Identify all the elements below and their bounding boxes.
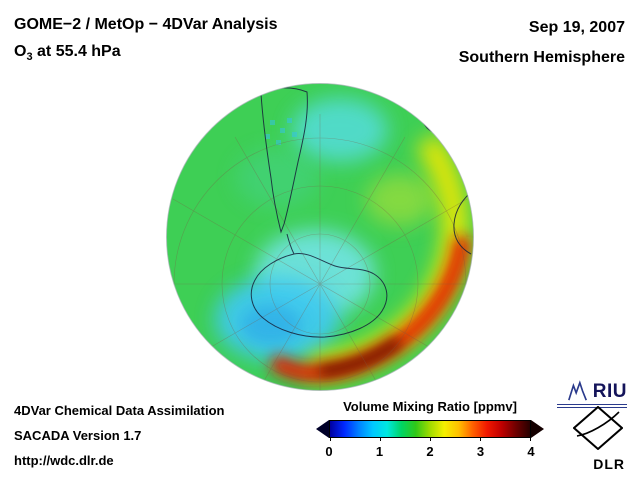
colorbar: Volume Mixing Ratio [ppmv] 0 1 2 3 4	[316, 399, 544, 459]
title-block: GOME−2 / MetOp − 4DVar Analysis O3 at 55…	[14, 11, 278, 71]
colorbar-gradient	[329, 420, 531, 441]
globe-limb	[166, 83, 474, 391]
colorbar-tick	[530, 437, 531, 441]
colorbar-row	[316, 420, 544, 441]
footer-block: 4DVar Chemical Data Assimilation SACADA …	[14, 398, 225, 473]
colorbar-left-arrow	[316, 420, 329, 438]
species-level-label: O3 at 55.4 hPa	[14, 38, 278, 71]
colorbar-tick	[380, 437, 381, 441]
tick-label-2: 2	[426, 444, 434, 459]
tick-label-0: 0	[325, 444, 333, 459]
riu-logo: RIU	[557, 380, 627, 408]
figure-title: GOME−2 / MetOp − 4DVar Analysis	[14, 16, 278, 33]
tick-label-4: 4	[527, 444, 535, 459]
riu-underline	[557, 404, 627, 408]
footer-line-version: SACADA Version 1.7	[14, 428, 142, 443]
colorbar-tick	[480, 437, 481, 441]
species-subscript: 3	[26, 51, 33, 64]
ozone-field	[166, 83, 474, 391]
date-block: Sep 19, 2007 Southern Hemisphere	[459, 13, 625, 73]
coastline-antarctic-peninsula	[286, 233, 295, 255]
riu-logo-text: RIU	[592, 381, 627, 402]
colorbar-title: Volume Mixing Ratio [ppmv]	[343, 399, 517, 414]
coastline-australia	[453, 189, 474, 255]
riu-cathedral-icon	[567, 380, 587, 401]
tick-label-1: 1	[375, 444, 384, 459]
dlr-diamond-icon	[572, 405, 624, 451]
tick-label-3: 3	[476, 444, 485, 459]
species-symbol: O	[14, 43, 27, 60]
coastline-south-america	[260, 87, 308, 234]
species-pressure: at 55.4 hPa	[32, 43, 121, 60]
colorbar-right-arrow	[531, 420, 544, 438]
colorbar-tick	[330, 437, 331, 441]
coastline-antarctica	[250, 252, 388, 338]
colorbar-tick	[430, 437, 431, 441]
hemisphere-label: Southern Hemisphere	[458, 49, 625, 66]
date-label: Sep 19, 2007	[528, 19, 625, 36]
retrieval-speckles	[265, 118, 297, 145]
colorbar-tick-labels: 0 1 2 3 4	[325, 444, 535, 459]
dlr-logo-text: DLR	[593, 456, 625, 472]
globe-svg	[166, 83, 474, 391]
riu-logo-row: RIU	[557, 380, 627, 402]
globe-map	[165, 82, 475, 392]
footer-line-url: http://wdc.dlr.de	[14, 453, 114, 468]
footer-line-assimilation: 4DVar Chemical Data Assimilation	[14, 403, 225, 418]
dlr-logo: DLR	[569, 405, 627, 472]
